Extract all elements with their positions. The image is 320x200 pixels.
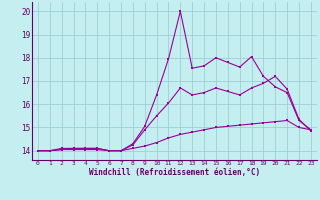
X-axis label: Windchill (Refroidissement éolien,°C): Windchill (Refroidissement éolien,°C)	[89, 168, 260, 177]
